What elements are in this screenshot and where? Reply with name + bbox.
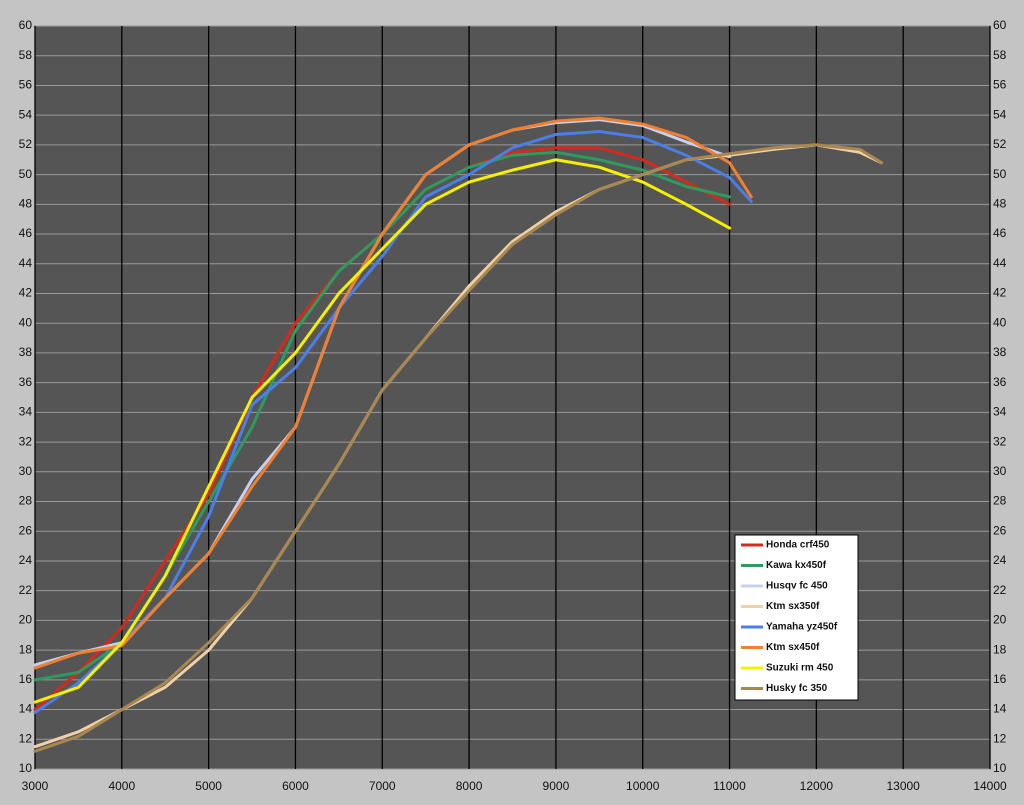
x-tick-label: 6000 [282,779,309,793]
legend-label: Ktm sx450f [766,642,820,653]
y2-tick-label: 26 [993,523,1007,537]
x-tick-label: 12000 [800,779,834,793]
legend-label: Husqv fc 450 [766,581,828,592]
legend-label: Husky fc 350 [766,683,828,694]
y2-tick-label: 18 [993,642,1007,656]
y-tick-label: 60 [19,18,33,32]
y2-tick-label: 34 [993,405,1007,419]
y2-tick-label: 44 [993,256,1007,270]
y2-tick-label: 50 [993,167,1007,181]
y-tick-label: 38 [19,345,33,359]
y2-tick-label: 32 [993,434,1007,448]
y2-tick-label: 14 [993,702,1007,716]
y2-tick-label: 38 [993,345,1007,359]
y-tick-label: 36 [19,375,33,389]
y-tick-label: 20 [19,613,33,627]
y2-tick-label: 22 [993,583,1007,597]
x-tick-label: 3000 [22,779,49,793]
y2-tick-label: 42 [993,286,1007,300]
x-tick-label: 4000 [108,779,135,793]
legend-label: Honda crf450 [766,540,830,551]
y-tick-label: 26 [19,523,33,537]
y-tick-label: 46 [19,226,33,240]
y-tick-label: 16 [19,672,33,686]
y-tick-label: 24 [19,553,33,567]
y-tick-label: 12 [19,731,33,745]
y2-tick-label: 24 [993,553,1007,567]
y-tick-label: 58 [19,48,33,62]
y-tick-label: 32 [19,434,33,448]
y2-tick-label: 40 [993,315,1007,329]
y2-tick-label: 54 [993,107,1007,121]
y-tick-label: 50 [19,167,33,181]
y-tick-label: 14 [19,702,33,716]
x-tick-label: 9000 [543,779,570,793]
x-tick-label: 7000 [369,779,396,793]
y2-tick-label: 36 [993,375,1007,389]
legend-label: Suzuki rm 450 [766,663,834,674]
y2-tick-label: 48 [993,196,1007,210]
y2-tick-label: 28 [993,494,1007,508]
y-tick-label: 52 [19,137,33,151]
y-tick-label: 18 [19,642,33,656]
x-tick-label: 8000 [456,779,483,793]
y2-tick-label: 58 [993,48,1007,62]
legend: Honda crf450 Kawa kx450f Husqv fc 450 Ktm s… [734,534,859,701]
legend-label: Kawa kx450f [766,560,827,571]
y-tick-label: 10 [19,761,33,775]
y-tick-label: 34 [19,405,33,419]
y2-tick-label: 60 [993,18,1007,32]
y2-tick-label: 10 [993,761,1007,775]
y2-tick-label: 52 [993,137,1007,151]
legend-box [734,534,859,701]
legend-label: Yamaha yz450f [766,622,838,633]
y2-tick-label: 20 [993,613,1007,627]
y-tick-label: 22 [19,583,33,597]
x-tick-label: 14000 [973,779,1007,793]
line [33,116,753,670]
y2-tick-label: 56 [993,78,1007,92]
y-tick-label: 42 [19,286,33,300]
line [33,158,732,704]
y2-tick-label: 30 [993,464,1007,478]
x-tick-label: 10000 [626,779,660,793]
y2-tick-label: 16 [993,672,1007,686]
legend-label: Ktm sx350f [766,601,820,612]
y-tick-label: 28 [19,494,33,508]
y-tick-label: 30 [19,464,33,478]
y2-tick-label: 12 [993,731,1007,745]
x-tick-label: 5000 [195,779,222,793]
x-tick-label: 13000 [886,779,920,793]
x-tick-label: 11000 [713,779,746,793]
y-tick-label: 54 [19,107,33,121]
y-tick-label: 56 [19,78,33,92]
y-tick-label: 44 [19,256,33,270]
y2-tick-label: 46 [993,226,1007,240]
line [33,143,883,753]
y-tick-label: 48 [19,196,33,210]
y-tick-label: 40 [19,315,33,329]
